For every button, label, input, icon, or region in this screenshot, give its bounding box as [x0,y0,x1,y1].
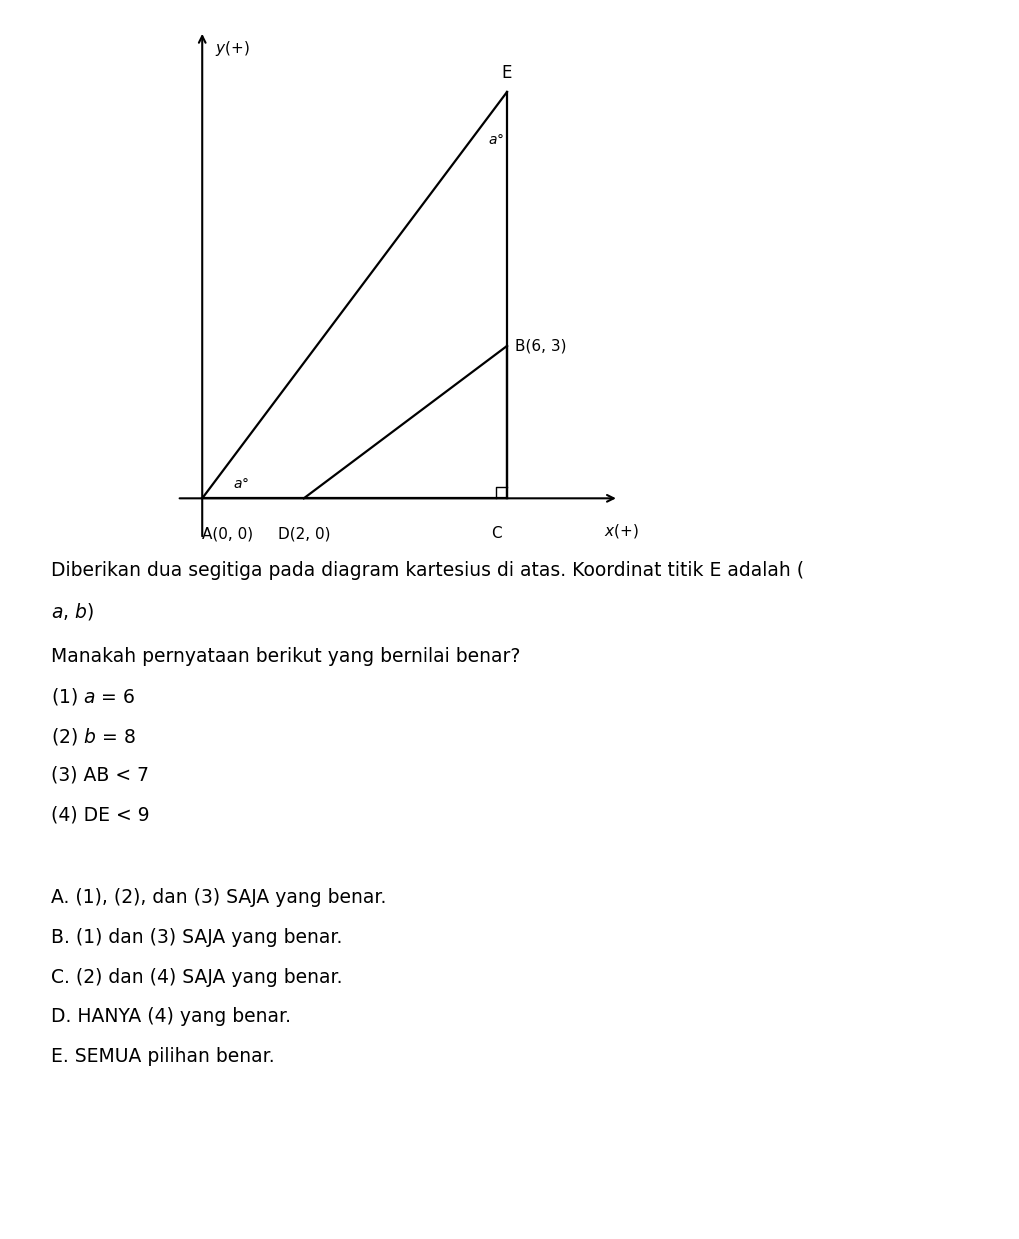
Text: E. SEMUA pilihan benar.: E. SEMUA pilihan benar. [51,1047,274,1066]
Text: E: E [501,63,512,82]
Text: A. (1), (2), dan (3) SAJA yang benar.: A. (1), (2), dan (3) SAJA yang benar. [51,888,386,907]
Text: Diberikan dua segitiga pada diagram kartesius di atas. Koordinat titik E adalah : Diberikan dua segitiga pada diagram kart… [51,561,803,580]
Text: Manakah pernyataan berikut yang bernilai benar?: Manakah pernyataan berikut yang bernilai… [51,647,520,665]
Text: $a$, $b$): $a$, $b$) [51,601,94,622]
Text: C. (2) dan (4) SAJA yang benar.: C. (2) dan (4) SAJA yang benar. [51,968,342,986]
Text: B. (1) dan (3) SAJA yang benar.: B. (1) dan (3) SAJA yang benar. [51,928,342,947]
Text: D. HANYA (4) yang benar.: D. HANYA (4) yang benar. [51,1007,290,1026]
Text: $a°$: $a°$ [232,477,249,491]
Text: (4) DE < 9: (4) DE < 9 [51,805,150,824]
Text: (2) $b$ = 8: (2) $b$ = 8 [51,726,136,747]
Text: B(6, 3): B(6, 3) [515,338,566,353]
Text: D(2, 0): D(2, 0) [277,527,330,541]
Text: A(0, 0): A(0, 0) [202,527,253,541]
Text: C: C [491,527,501,541]
Text: $y(+)$: $y(+)$ [215,38,250,57]
Text: $x(+)$: $x(+)$ [603,523,638,540]
Text: (3) AB < 7: (3) AB < 7 [51,766,149,784]
Text: $a°$: $a°$ [487,134,503,147]
Text: (1) $a$ = 6: (1) $a$ = 6 [51,686,136,707]
